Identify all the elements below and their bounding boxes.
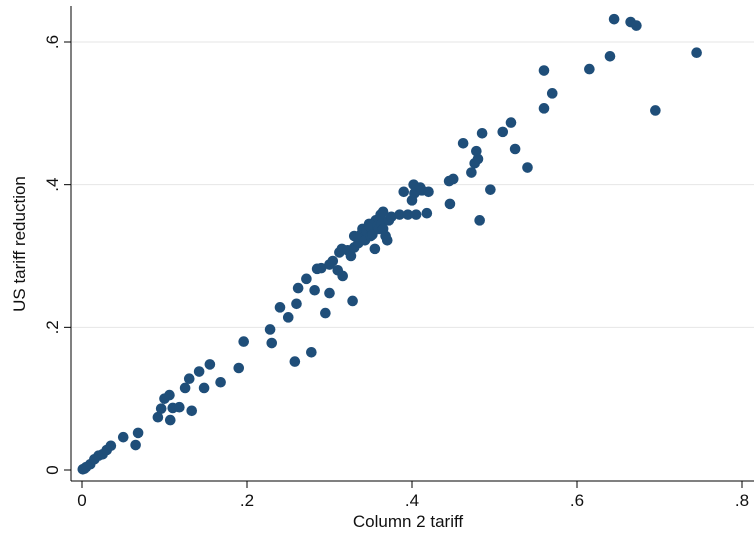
- data-point: [164, 389, 175, 401]
- data-point: [204, 359, 216, 370]
- data-point: [301, 273, 312, 285]
- data-point: [381, 235, 393, 246]
- data-point: [377, 206, 389, 218]
- data-point: [466, 167, 477, 178]
- data-point: [497, 126, 509, 138]
- x-axis-title: Column 2 tariff: [353, 512, 464, 531]
- data-point: [546, 88, 558, 99]
- y-axis-title: US tariff reduction: [10, 176, 29, 312]
- data-point: [447, 173, 459, 185]
- data-point: [631, 20, 642, 31]
- data-point: [485, 184, 496, 195]
- x-tick-label: .8: [735, 491, 749, 510]
- data-point: [457, 137, 469, 149]
- data-point: [584, 63, 595, 75]
- data-point: [410, 209, 422, 220]
- data-point: [289, 356, 301, 367]
- data-point: [198, 382, 210, 394]
- data-point: [292, 282, 304, 294]
- data-point: [444, 198, 456, 210]
- y-tick-label: .2: [43, 320, 62, 334]
- data-point: [423, 186, 434, 198]
- data-point: [509, 143, 521, 155]
- y-axis-ticks: 0 .2 .4 .6: [43, 35, 71, 475]
- x-tick-label: 0: [77, 491, 86, 510]
- data-point: [186, 405, 198, 417]
- data-point: [474, 215, 485, 226]
- data-point: [347, 295, 358, 307]
- data-point: [337, 270, 349, 282]
- data-point: [264, 324, 276, 335]
- data-point: [164, 414, 176, 426]
- data-points: [77, 13, 702, 475]
- data-point: [291, 298, 302, 310]
- data-point: [132, 427, 144, 439]
- data-point: [179, 382, 191, 394]
- data-point: [306, 347, 317, 358]
- data-point: [117, 431, 129, 443]
- data-point: [130, 439, 141, 451]
- data-point: [266, 337, 278, 349]
- data-point: [282, 312, 294, 323]
- data-point: [183, 373, 195, 384]
- y-tick-label: .4: [43, 178, 62, 192]
- data-point: [691, 47, 702, 58]
- data-point: [152, 411, 164, 423]
- data-point: [522, 162, 533, 173]
- data-point: [155, 403, 167, 414]
- data-point: [233, 362, 245, 374]
- y-tick-label: 0: [43, 465, 62, 474]
- data-point: [472, 153, 484, 165]
- data-point: [238, 336, 249, 347]
- data-point: [402, 209, 414, 220]
- data-point: [538, 103, 550, 114]
- data-point: [345, 250, 357, 262]
- data-point: [320, 307, 331, 319]
- x-tick-label: .4: [405, 491, 419, 510]
- data-point: [505, 117, 517, 128]
- data-point: [315, 262, 327, 274]
- data-point: [386, 211, 397, 223]
- data-point: [327, 255, 339, 267]
- data-point: [394, 209, 405, 220]
- data-point: [650, 105, 661, 116]
- data-point: [421, 207, 433, 219]
- data-point: [274, 302, 286, 313]
- data-point: [608, 13, 620, 25]
- data-point: [369, 243, 381, 255]
- x-axis-ticks: 0 .2 .4 .6 .8: [77, 481, 749, 510]
- data-point: [174, 401, 185, 413]
- data-point: [324, 287, 335, 299]
- data-point: [193, 366, 205, 377]
- data-point: [309, 284, 320, 296]
- x-tick-label: .6: [570, 491, 584, 510]
- data-point: [604, 50, 616, 62]
- data-point: [538, 65, 550, 76]
- x-tick-label: .2: [240, 491, 254, 510]
- data-point: [105, 440, 117, 452]
- data-point: [476, 128, 488, 139]
- y-tick-label: .6: [43, 35, 62, 49]
- data-point: [215, 376, 226, 388]
- data-point: [398, 186, 410, 198]
